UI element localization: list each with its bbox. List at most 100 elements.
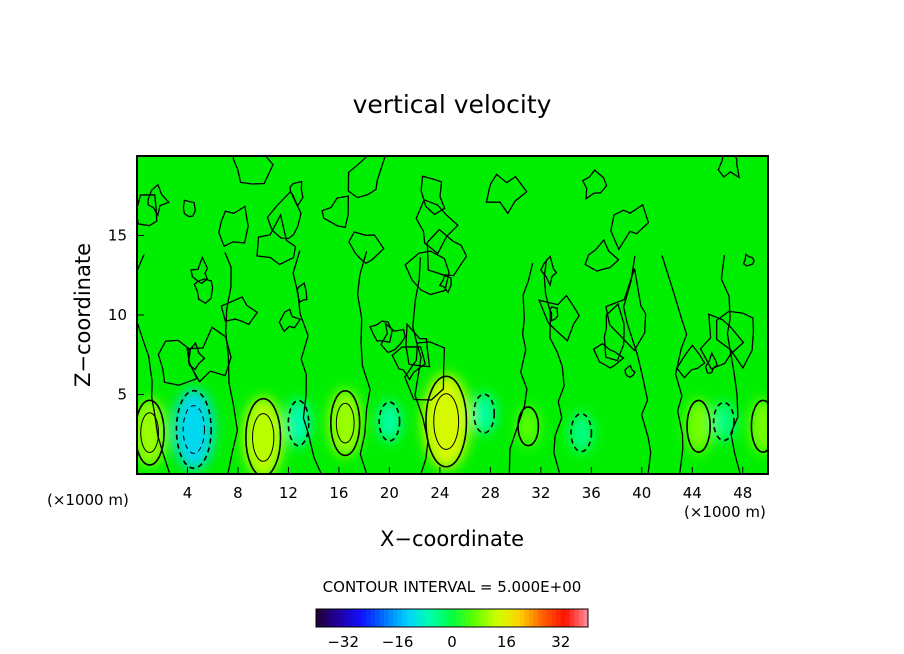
contour-line [570, 412, 593, 453]
colorbar-cell [556, 609, 562, 627]
colorbar-cell [370, 609, 376, 627]
colorbar-cell [547, 609, 553, 627]
colorbar-cell [397, 609, 403, 627]
contour-line [329, 390, 361, 457]
x-tick-label: 40 [632, 484, 651, 502]
colorbar-cell [529, 609, 534, 627]
colorbar-cell [492, 609, 498, 627]
contour-line [426, 228, 468, 277]
colorbar-cell [438, 609, 444, 627]
field-shading [137, 373, 768, 474]
colorbar-frame [315, 608, 589, 628]
x-unit-left: (×1000 m) [47, 491, 129, 509]
colorbar-cell [433, 609, 439, 627]
colorbar: −32 −16 0 16 32 [315, 608, 589, 651]
x-tick-label: 12 [279, 484, 298, 502]
colorbar-cell [316, 609, 321, 627]
colorbar-cell [365, 609, 371, 627]
contour-line [624, 364, 636, 379]
contour-line [622, 255, 652, 474]
contour-line [540, 254, 558, 288]
contour-line [356, 251, 371, 474]
x-tick-label: 28 [481, 484, 500, 502]
colorbar-cell [551, 609, 557, 627]
contour-line [335, 402, 355, 444]
x-tick-label: 24 [430, 484, 449, 502]
updraft-core [516, 405, 541, 447]
contour-line [256, 213, 297, 266]
contour-line [715, 310, 755, 370]
colorbar-cell [411, 609, 417, 627]
y-axis: 5 10 15 [108, 227, 144, 404]
contour-line [750, 399, 768, 453]
x-tick-label: 8 [233, 484, 243, 502]
x-tick-label: 48 [733, 484, 752, 502]
downdraft-core [173, 388, 215, 471]
colorbar-cell [429, 609, 435, 627]
colorbar-cell [388, 609, 394, 627]
contour-line [140, 412, 160, 454]
contour-line [391, 346, 426, 381]
colorbar-cell [488, 609, 494, 627]
updraft-core [328, 389, 363, 458]
contour-line [157, 339, 198, 386]
downdraft-core [472, 393, 497, 434]
contour-line [592, 342, 625, 369]
contour-line [603, 302, 625, 362]
contour-line [321, 195, 350, 229]
contour-line [137, 254, 171, 474]
colorbar-cell [329, 609, 335, 627]
contour-line [380, 322, 406, 354]
plot-area [137, 156, 768, 474]
colorbar-cell [497, 609, 503, 627]
colorbar-cell [474, 609, 480, 627]
colorbar-cell [483, 609, 489, 627]
contour-line [742, 253, 755, 267]
colorbar-cell [578, 609, 584, 627]
colorbar-tick-label: 0 [447, 633, 457, 651]
colorbar-cell [338, 609, 344, 627]
colorbar-cell [515, 609, 521, 627]
contour-line [699, 313, 745, 370]
contour-line [147, 183, 170, 217]
colorbar-cell [456, 609, 462, 627]
colorbar-cell [420, 609, 426, 627]
colorbar-cell [560, 609, 566, 627]
colorbar-cell [361, 609, 367, 627]
contour-line [220, 296, 259, 326]
contour-line [224, 252, 239, 474]
x-tick-label: 4 [183, 484, 193, 502]
contour-interval-label: CONTOUR INTERVAL = 5.000E+00 [323, 578, 582, 596]
colorbar-cell [406, 609, 412, 627]
colorbar-cell [465, 609, 471, 627]
contour-line [717, 156, 741, 179]
contour-line [175, 389, 212, 470]
colorbar-cell [447, 609, 453, 627]
contour-line [137, 399, 165, 466]
x-tick-label: 20 [380, 484, 399, 502]
contour-line [186, 326, 232, 383]
colorbar-tick-label: −16 [382, 633, 414, 651]
colorbar-tick-label: −32 [327, 633, 359, 651]
colorbar-cell [356, 609, 362, 627]
colorbar-cell [347, 609, 353, 627]
colorbar-cell [442, 609, 448, 627]
colorbar-cell [334, 609, 340, 627]
downdraft-core [569, 412, 594, 453]
contour-line [252, 413, 275, 462]
colorbar-tick-label: 16 [497, 633, 516, 651]
downdraft-core [286, 399, 311, 447]
x-tick-label: 16 [329, 484, 348, 502]
contour-line [473, 393, 496, 434]
contour-line [686, 399, 711, 453]
contour-line [485, 173, 528, 215]
colorbar-cell [524, 609, 530, 627]
contour-line [584, 238, 620, 272]
x-tick-label: 44 [683, 484, 702, 502]
contour-line [182, 199, 196, 218]
contour-line [581, 169, 608, 201]
colorbar-cell [325, 609, 330, 627]
colorbar-cell [542, 609, 548, 627]
colorbar-tick-label: 32 [551, 633, 570, 651]
contour-line [292, 250, 322, 474]
